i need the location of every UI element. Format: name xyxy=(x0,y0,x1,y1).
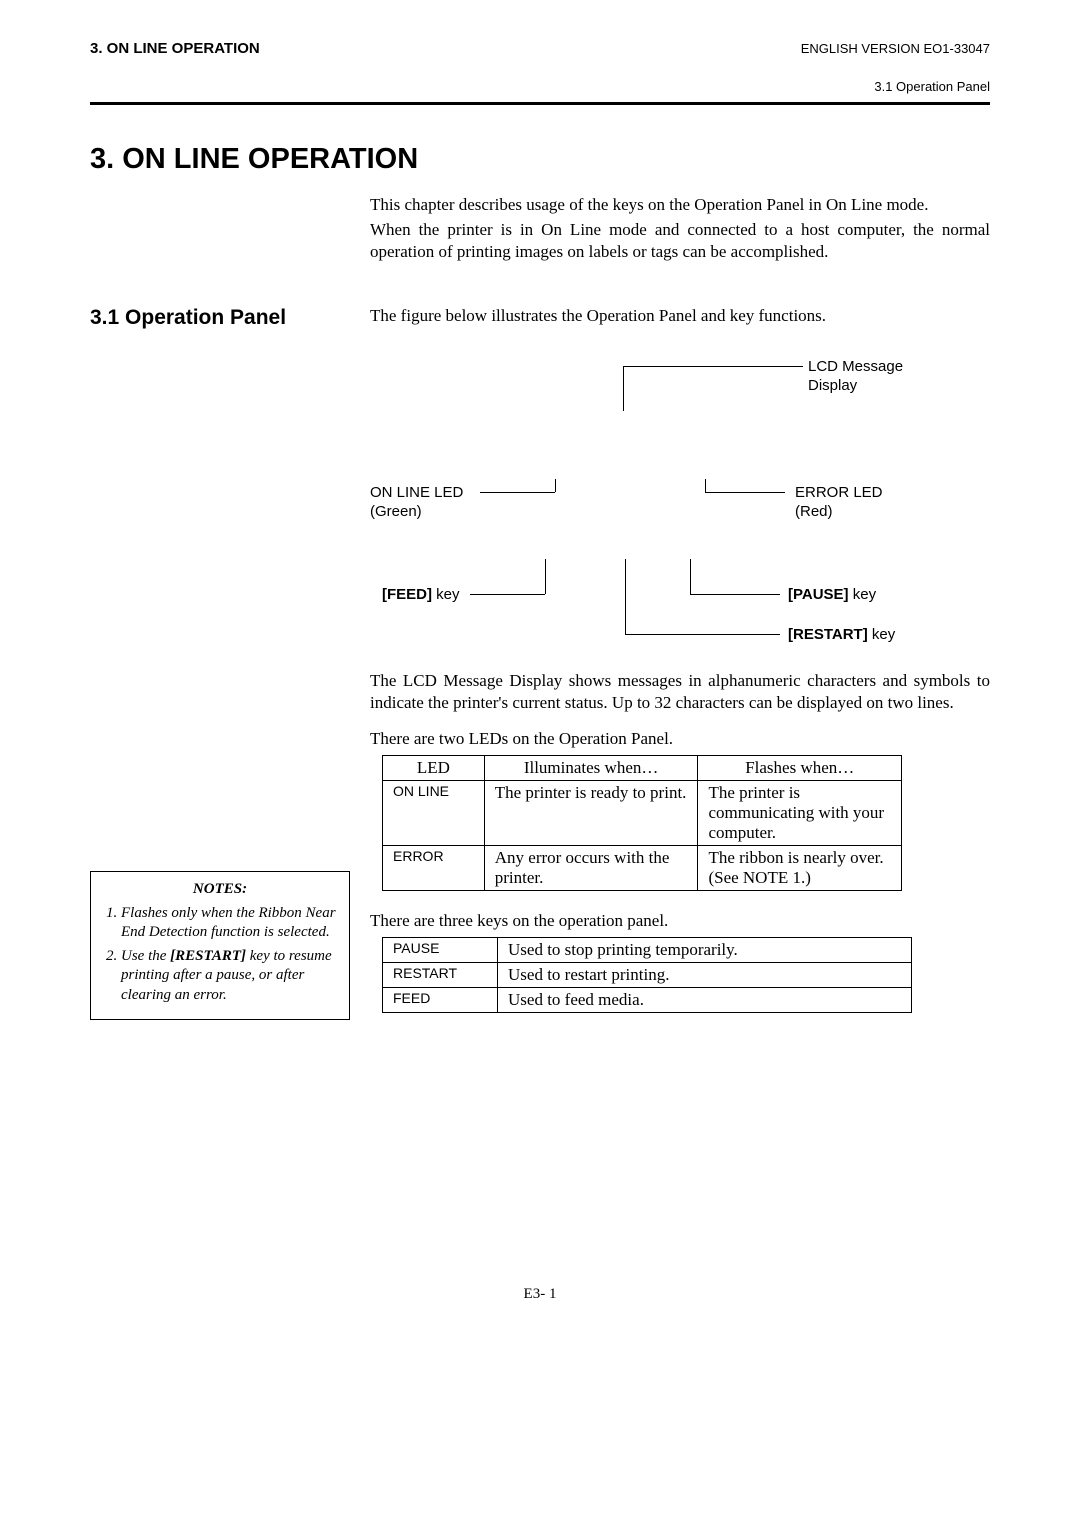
keys-lead: There are three keys on the operation pa… xyxy=(370,911,990,931)
label-pause-key: [PAUSE] key xyxy=(788,586,876,605)
header-subsection: 3.1 Operation Panel xyxy=(90,79,990,94)
table-row: ON LINE The printer is ready to print. T… xyxy=(383,781,902,846)
led-col-illum: Illuminates when… xyxy=(484,756,698,781)
led-col-flash: Flashes when… xyxy=(698,756,902,781)
page-number: E3- 1 xyxy=(0,1286,1080,1303)
key-table: PAUSE Used to stop printing temporarily.… xyxy=(382,937,912,1013)
label-online-led: ON LINE LED(Green) xyxy=(370,484,463,522)
note-1: Flashes only when the Ribbon Near End De… xyxy=(121,904,339,943)
note-2: Use the [RESTART] key to resume printing… xyxy=(121,947,339,1006)
led-col-led: LED xyxy=(383,756,485,781)
label-lcd: LCD MessageDisplay xyxy=(808,358,928,396)
table-row: ERROR Any error occurs with the printer.… xyxy=(383,846,902,891)
label-restart-key: [RESTART] key xyxy=(788,626,895,645)
section-3-1-heading: 3.1 Operation Panel xyxy=(90,306,350,330)
header-version: ENGLISH VERSION EO1-33047 xyxy=(801,41,990,56)
header-rule xyxy=(90,102,990,105)
chapter-title: 3. ON LINE OPERATION xyxy=(90,143,990,176)
running-header: 3. ON LINE OPERATION ENGLISH VERSION EO1… xyxy=(90,40,990,57)
header-section: 3. ON LINE OPERATION xyxy=(90,40,260,57)
intro-para-2: When the printer is in On Line mode and … xyxy=(370,219,990,264)
operation-panel-diagram: LCD MessageDisplay ON LINE LED(Green) ER… xyxy=(370,346,990,646)
notes-box: NOTES: Flashes only when the Ribbon Near… xyxy=(90,871,350,1020)
intro-block: This chapter describes usage of the keys… xyxy=(370,194,990,266)
led-table: LED Illuminates when… Flashes when… ON L… xyxy=(382,755,902,891)
leds-lead: There are two LEDs on the Operation Pane… xyxy=(370,729,990,749)
table-row: PAUSE Used to stop printing temporarily. xyxy=(383,938,912,963)
intro-para-1: This chapter describes usage of the keys… xyxy=(370,194,990,217)
notes-title: NOTES: xyxy=(101,880,339,900)
table-row: FEED Used to feed media. xyxy=(383,988,912,1013)
table-row: RESTART Used to restart printing. xyxy=(383,963,912,988)
label-error-led: ERROR LED(Red) xyxy=(795,484,883,522)
section-3-1-lead: The figure below illustrates the Operati… xyxy=(370,306,990,326)
label-feed-key: [FEED] key xyxy=(382,586,460,605)
lcd-description: The LCD Message Display shows messages i… xyxy=(370,670,990,715)
